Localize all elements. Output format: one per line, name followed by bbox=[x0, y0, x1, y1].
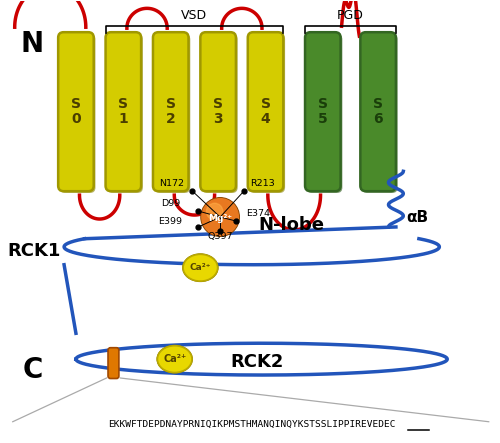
FancyBboxPatch shape bbox=[60, 34, 96, 193]
Text: N172: N172 bbox=[160, 179, 184, 188]
FancyBboxPatch shape bbox=[153, 32, 188, 191]
Text: Q397: Q397 bbox=[208, 233, 233, 241]
Text: VSD: VSD bbox=[182, 9, 208, 22]
Text: N-lobe: N-lobe bbox=[258, 216, 324, 234]
FancyBboxPatch shape bbox=[58, 32, 94, 191]
FancyBboxPatch shape bbox=[106, 32, 141, 191]
FancyBboxPatch shape bbox=[202, 34, 237, 193]
Text: Mg²⁺: Mg²⁺ bbox=[208, 214, 232, 222]
Text: E399: E399 bbox=[158, 217, 182, 225]
FancyBboxPatch shape bbox=[108, 34, 143, 193]
FancyBboxPatch shape bbox=[200, 32, 236, 191]
Text: S
1: S 1 bbox=[118, 97, 128, 126]
Text: S
5: S 5 bbox=[318, 97, 328, 126]
Text: S
0: S 0 bbox=[71, 97, 81, 126]
FancyBboxPatch shape bbox=[360, 32, 396, 191]
Text: EKKWFTDEPDNAYPRNIQIKPMSTHMANQINQYKSTSSLIPPIREVEDEC: EKKWFTDEPDNAYPRNIQIKPMSTHMANQINQYKSTSSLI… bbox=[108, 420, 396, 429]
Text: RCK2: RCK2 bbox=[230, 353, 283, 371]
Ellipse shape bbox=[158, 346, 192, 373]
Text: D99: D99 bbox=[162, 198, 180, 208]
Ellipse shape bbox=[182, 253, 218, 282]
Circle shape bbox=[206, 203, 223, 220]
Text: S
6: S 6 bbox=[373, 97, 383, 126]
FancyBboxPatch shape bbox=[305, 32, 340, 191]
Text: S
4: S 4 bbox=[260, 97, 270, 126]
FancyBboxPatch shape bbox=[108, 348, 119, 378]
Text: Ca²⁺: Ca²⁺ bbox=[163, 354, 186, 364]
Text: N: N bbox=[21, 30, 44, 58]
Text: S
2: S 2 bbox=[166, 97, 175, 126]
Ellipse shape bbox=[183, 254, 218, 281]
Text: C: C bbox=[22, 356, 42, 384]
FancyBboxPatch shape bbox=[307, 34, 342, 193]
Circle shape bbox=[202, 198, 238, 235]
FancyBboxPatch shape bbox=[154, 34, 190, 193]
Circle shape bbox=[201, 198, 239, 236]
Text: E374: E374 bbox=[246, 209, 270, 218]
FancyBboxPatch shape bbox=[250, 34, 285, 193]
FancyBboxPatch shape bbox=[362, 34, 398, 193]
Text: S
3: S 3 bbox=[213, 97, 223, 126]
Text: PGD: PGD bbox=[337, 9, 364, 22]
Text: αB: αB bbox=[406, 210, 428, 225]
Ellipse shape bbox=[156, 345, 193, 373]
Text: RCK1: RCK1 bbox=[8, 242, 61, 260]
Text: R213: R213 bbox=[250, 179, 274, 188]
FancyBboxPatch shape bbox=[248, 32, 284, 191]
Text: Ca²⁺: Ca²⁺ bbox=[190, 263, 211, 272]
